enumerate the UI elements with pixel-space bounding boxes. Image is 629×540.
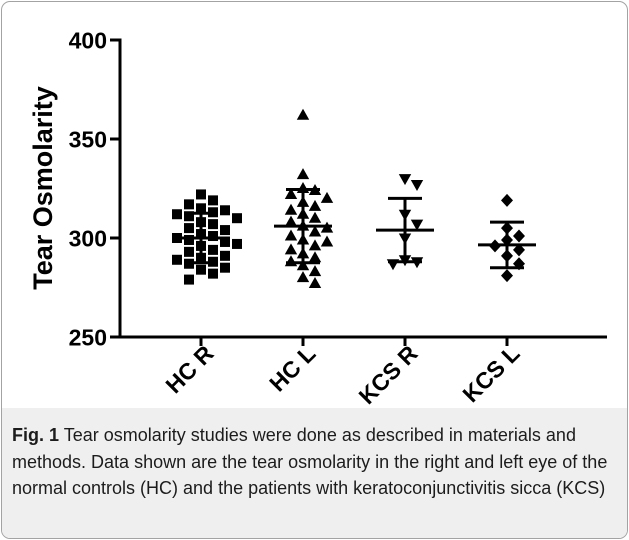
hc-r-data-point — [184, 274, 194, 285]
hc-l-data-point — [308, 199, 322, 211]
hc-r-data-point — [196, 203, 206, 214]
hc-r-data-point — [220, 236, 230, 247]
hc-l-data-point — [284, 255, 298, 267]
hc-r-data-point — [196, 189, 206, 200]
kcs-l-data-point — [513, 229, 525, 243]
hc-l-data-point — [296, 168, 310, 180]
hc-l-data-point — [296, 271, 310, 283]
hc-r-data-point — [184, 199, 194, 210]
kcs-r-data-point — [398, 174, 412, 186]
hc-r-data-point — [232, 238, 242, 249]
hc-l-data-point — [308, 239, 322, 251]
hc-r-data-point — [172, 209, 182, 220]
kcs-l-data-point — [513, 243, 525, 257]
hc-l-data-point — [308, 211, 322, 223]
y-tick-label: 250 — [69, 324, 107, 350]
figure-label: Fig. 1 — [12, 425, 60, 445]
x-tick-label-kcs-l: KCS L — [457, 340, 524, 407]
hc-l-data-point — [284, 243, 298, 255]
x-tick-label-hc-l: HC L — [264, 340, 320, 396]
x-tick-label-kcs-r: KCS R — [354, 340, 423, 409]
hc-l-data-point — [284, 215, 298, 227]
hc-l-data-point — [308, 277, 322, 289]
y-tick-label: 400 — [69, 27, 107, 53]
hc-r-data-point — [208, 268, 218, 279]
hc-r-data-point — [196, 264, 206, 275]
hc-r-data-point — [220, 250, 230, 261]
y-axis-ticks: 400 350 300 250 — [69, 27, 120, 350]
hc-r-data-point — [208, 231, 218, 242]
hc-r-data-point — [220, 225, 230, 236]
y-axis-title: Tear Osmolarity — [28, 86, 58, 290]
hc-l-data-point — [308, 225, 322, 237]
hc-r-data-point — [184, 223, 194, 234]
hc-l-data-point — [284, 187, 298, 199]
y-tick-label: 350 — [69, 126, 107, 152]
x-tick-label-hc-r: HC R — [160, 340, 218, 398]
hc-r-data-point — [184, 211, 194, 222]
hc-r-data-point — [220, 262, 230, 273]
dot-plot-chart: 400 350 300 250 HC R HC L KCS R KCS L Tear Osm… — [28, 27, 607, 409]
kcs-r-data-point — [410, 180, 424, 192]
kcs-l-data-point — [501, 269, 513, 283]
hc-l-data-point — [296, 108, 310, 120]
hc-r-data-point — [184, 234, 194, 245]
chart-marks — [172, 108, 536, 289]
caption-text: Tear osmolarity studies were done as des… — [12, 425, 608, 498]
kcs-l-data-point — [501, 193, 513, 207]
hc-l-data-point — [308, 265, 322, 277]
x-axis-ticks: HC R HC L KCS R KCS L — [160, 337, 525, 409]
hc-r-data-point — [232, 213, 242, 224]
hc-r-data-point — [208, 195, 218, 206]
hc-l-data-point — [320, 235, 334, 247]
hc-r-data-point — [220, 205, 230, 216]
hc-r-data-point — [172, 254, 182, 265]
figure-caption: Fig. 1 Tear osmolarity studies were done… — [2, 408, 627, 538]
hc-r-data-point — [184, 246, 194, 257]
hc-l-data-point — [320, 191, 334, 203]
kcs-r-data-point — [410, 219, 424, 231]
y-tick-label: 300 — [69, 225, 107, 251]
hc-r-data-point — [208, 244, 218, 255]
hc-l-data-point — [284, 203, 298, 215]
hc-r-data-point — [208, 219, 218, 230]
hc-l-data-point — [308, 251, 322, 263]
hc-l-data-point — [296, 259, 310, 271]
hc-l-data-point — [284, 229, 298, 241]
